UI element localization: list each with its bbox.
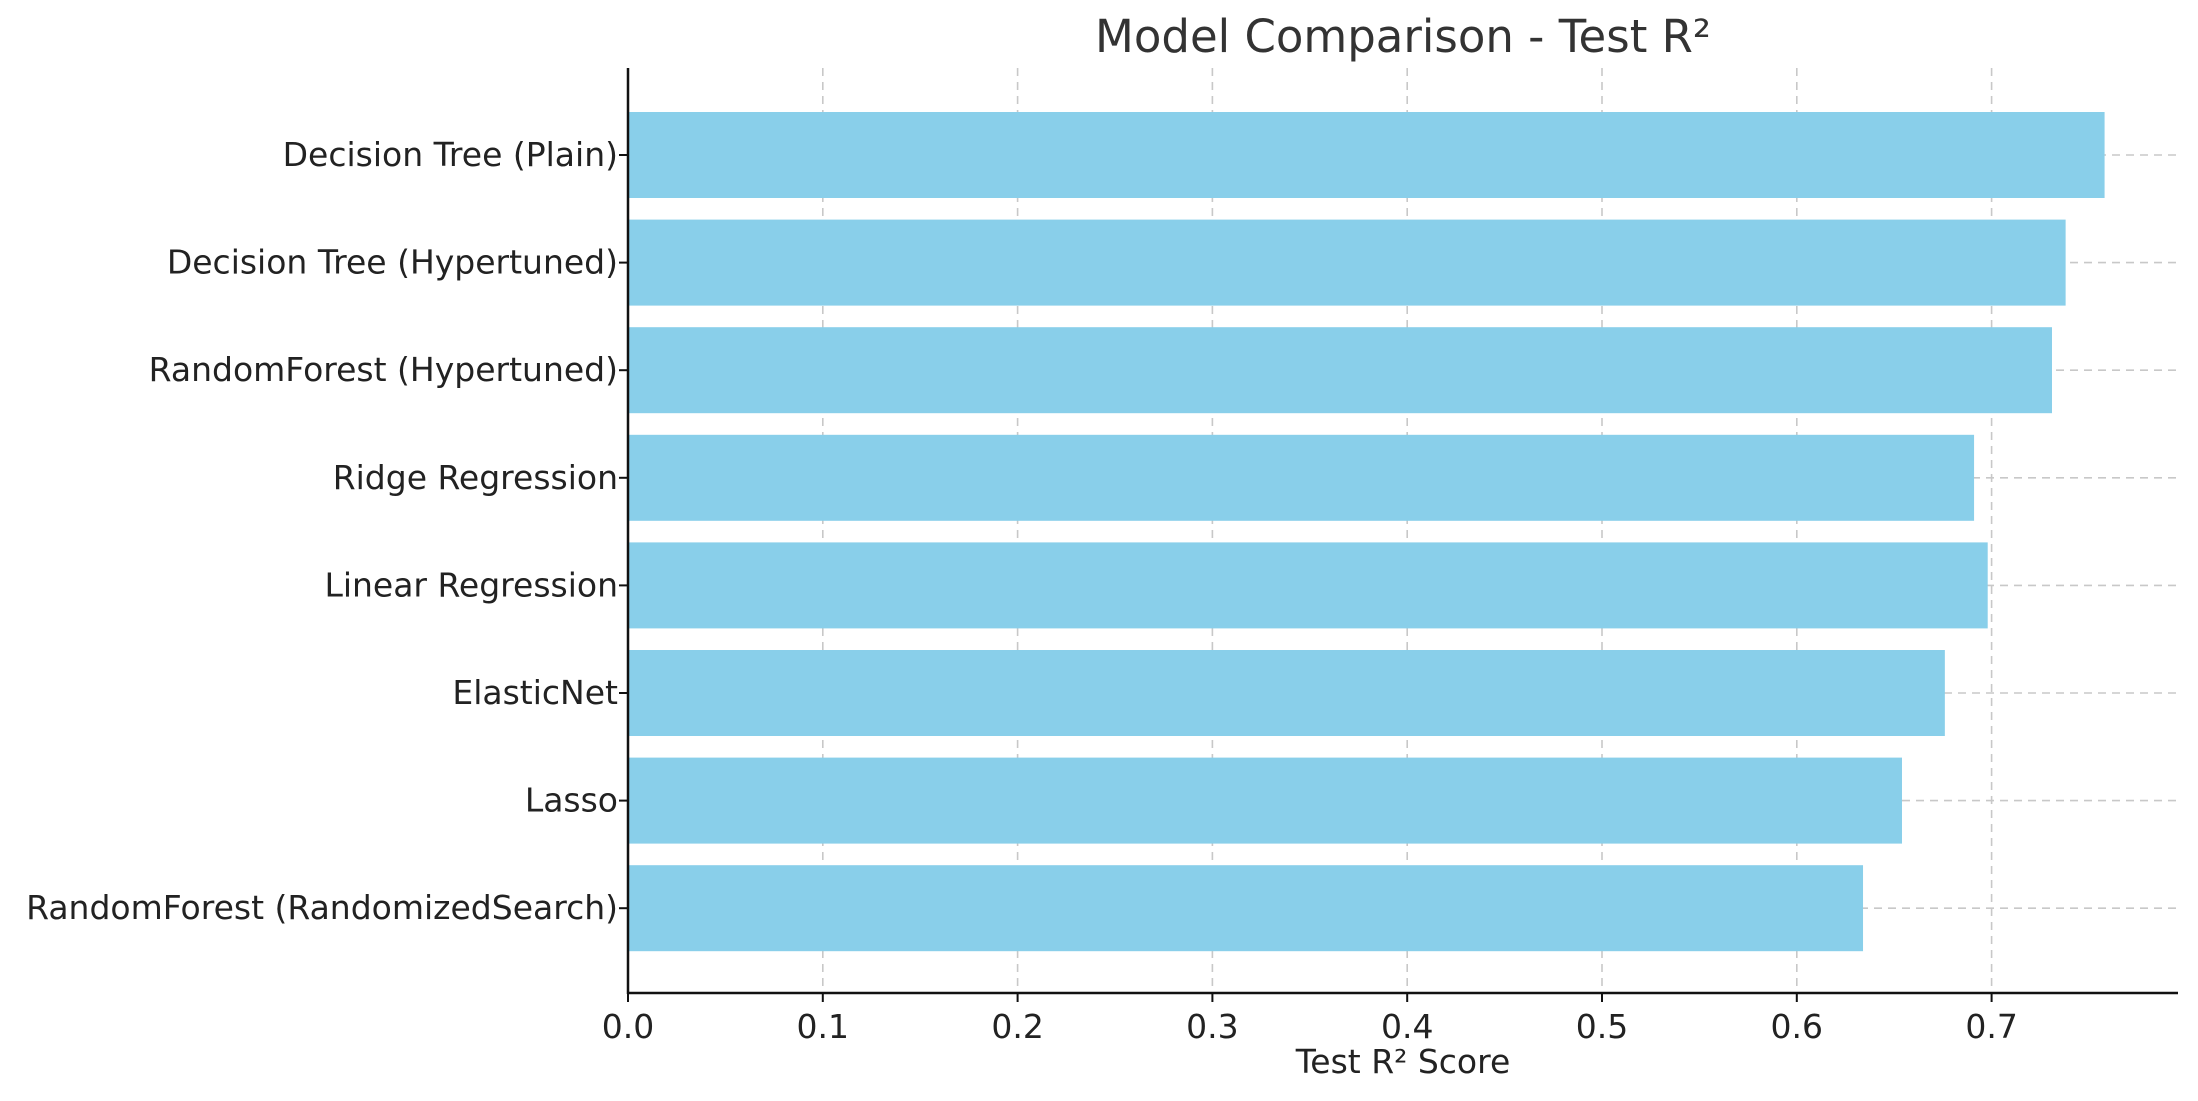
category-labels: Decision Tree (Plain) Decision Tree (Hype… [26, 135, 628, 927]
bar [628, 650, 1945, 736]
bar [628, 327, 2052, 414]
bar [628, 112, 2105, 198]
x-tick-label: 0.0 [602, 1007, 654, 1046]
x-tick-label: 0.1 [797, 1007, 849, 1046]
chart-title: Model Comparison - Test R² [1095, 10, 1711, 63]
category-label: RandomForest (Hypertuned) [149, 350, 618, 389]
x-tick-label: 0.6 [1771, 1007, 1823, 1046]
x-tick-label: 0.5 [1576, 1007, 1628, 1046]
x-tick-label: 0.2 [991, 1007, 1043, 1046]
bar [628, 865, 1864, 952]
bars [628, 112, 2105, 952]
bar [628, 542, 1988, 629]
category-label: RandomForest (RandomizedSearch) [26, 888, 618, 927]
category-label: Decision Tree (Hypertuned) [167, 243, 618, 282]
category-label: Linear Regression [324, 565, 618, 604]
x-tick-label: 0.4 [1381, 1007, 1433, 1046]
category-label: Decision Tree (Plain) [283, 135, 618, 174]
category-label: Ridge Regression [333, 458, 618, 497]
x-tick-label: 0.3 [1186, 1007, 1238, 1046]
category-label: ElasticNet [452, 673, 618, 712]
x-tick-label: 0.7 [1965, 1007, 2017, 1046]
bar [628, 757, 1902, 844]
bar [628, 434, 1975, 521]
grid [628, 68, 2178, 993]
axes [626, 68, 2178, 995]
x-axis-label: Test R² Score [1295, 1042, 1511, 1081]
x-ticks: 0.0 0.1 0.2 0.3 0.4 0.5 0.6 0.7 [602, 993, 2018, 1046]
bar [628, 219, 2066, 306]
category-label: Lasso [525, 781, 618, 820]
